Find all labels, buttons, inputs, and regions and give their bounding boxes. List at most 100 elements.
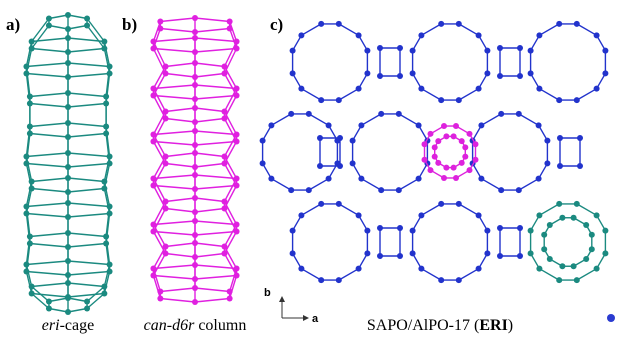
atom — [418, 86, 424, 92]
bond — [301, 89, 321, 100]
atom — [410, 48, 416, 54]
atom — [478, 122, 484, 128]
atom — [227, 19, 233, 25]
atom — [298, 86, 304, 92]
bond — [68, 283, 104, 287]
atom — [103, 124, 109, 130]
atom — [478, 176, 484, 182]
atom — [27, 131, 33, 137]
bond — [32, 49, 68, 53]
bond — [166, 198, 195, 202]
bond — [30, 123, 68, 127]
bond — [30, 104, 68, 108]
atom — [103, 241, 109, 247]
atom — [397, 73, 403, 79]
atom — [163, 154, 169, 160]
bond — [30, 244, 68, 248]
atom — [23, 161, 29, 167]
atom — [163, 71, 169, 77]
atom — [101, 186, 107, 192]
atom — [602, 250, 608, 256]
atom — [29, 291, 35, 297]
atom — [221, 251, 227, 257]
structures: a) b) c) eri-cage can-d6r column SAPO/Al… — [0, 0, 619, 340]
atom — [192, 142, 198, 148]
bond — [195, 49, 237, 53]
bond — [68, 244, 106, 248]
panel-label: b) — [122, 15, 137, 34]
atom — [107, 161, 113, 167]
atom — [594, 212, 600, 218]
atom — [317, 135, 323, 141]
atom — [150, 266, 156, 272]
atom — [438, 201, 444, 207]
atom — [397, 45, 403, 51]
bond — [68, 74, 110, 78]
atom — [227, 289, 233, 295]
atom — [443, 133, 449, 139]
atom — [497, 45, 503, 51]
atom — [157, 26, 163, 32]
atom — [556, 21, 562, 27]
atom — [517, 253, 523, 259]
atom — [157, 19, 163, 25]
atom — [536, 212, 542, 218]
atom — [559, 215, 565, 221]
bond — [68, 123, 106, 127]
bond — [195, 198, 224, 202]
atom — [536, 176, 542, 182]
atom — [101, 179, 107, 185]
atom — [476, 32, 482, 38]
bond — [32, 294, 68, 298]
bond — [32, 283, 68, 287]
atom — [234, 39, 240, 45]
atom — [416, 122, 422, 128]
caption-part: SAPO/AlPO-17 ( — [367, 317, 479, 334]
atom — [27, 234, 33, 240]
bond — [195, 243, 224, 247]
atom — [163, 116, 169, 122]
bond — [195, 186, 237, 190]
atom — [356, 86, 362, 92]
atom — [192, 105, 198, 111]
atom — [268, 122, 274, 128]
atom — [435, 138, 441, 144]
atom — [306, 111, 312, 117]
atom — [150, 222, 156, 228]
atom — [65, 104, 71, 110]
atom — [456, 21, 462, 27]
bond — [361, 179, 381, 190]
caption: can-d6r column — [144, 317, 247, 334]
bond — [577, 269, 597, 280]
atom — [234, 266, 240, 272]
bond — [68, 63, 110, 67]
atom — [602, 70, 608, 76]
bond — [68, 49, 104, 53]
atom — [65, 49, 71, 55]
bond — [26, 261, 68, 265]
atom — [435, 160, 441, 166]
atom — [378, 187, 384, 193]
atom — [418, 266, 424, 272]
bond — [301, 24, 321, 35]
bond — [459, 204, 479, 215]
atom — [221, 244, 227, 250]
caption-part: ERI — [479, 317, 507, 334]
atom — [84, 23, 90, 29]
bond — [195, 18, 230, 22]
atom — [358, 176, 364, 182]
atom — [192, 15, 198, 21]
atom — [528, 48, 534, 54]
atom — [192, 172, 198, 178]
atom — [234, 183, 240, 189]
bond — [195, 119, 224, 123]
atom — [418, 212, 424, 218]
bond — [421, 89, 441, 100]
atom — [288, 111, 294, 117]
bond — [224, 42, 236, 67]
bond — [26, 203, 68, 207]
atom — [432, 154, 438, 160]
atom — [462, 154, 468, 160]
atom — [192, 82, 198, 88]
atom — [574, 201, 580, 207]
